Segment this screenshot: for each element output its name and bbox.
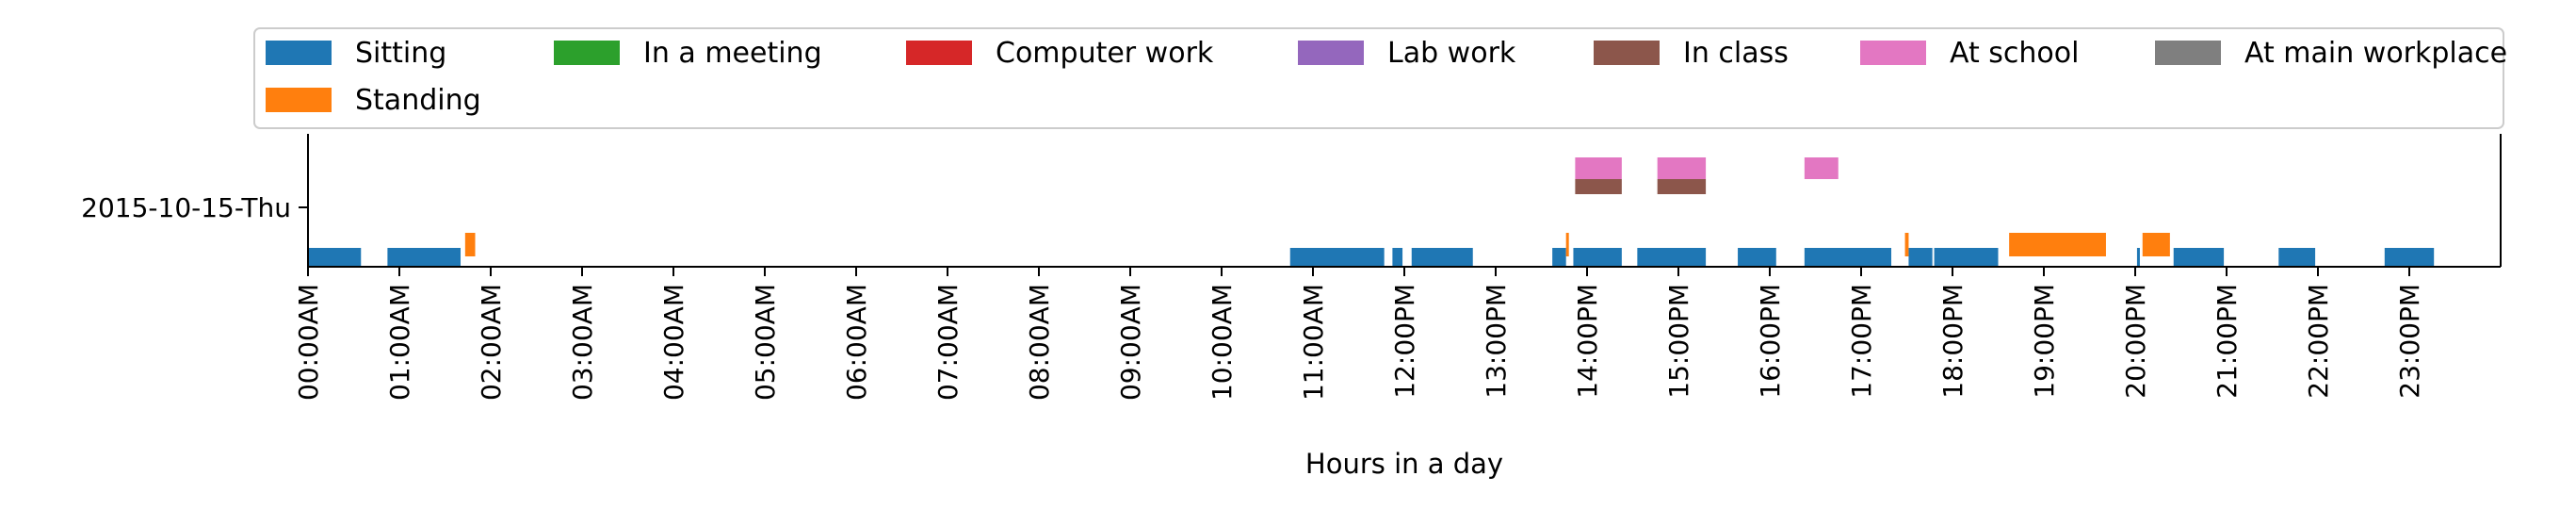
bar-at-school-2 — [1804, 157, 1839, 179]
x-tick-label: 20:00PM — [2120, 284, 2151, 399]
axes: 00:00AM 01:00AM 02:00AM 03:00AM 04:00AM 05:00… — [81, 134, 2502, 401]
x-tick-label: 03:00AM — [567, 284, 598, 401]
legend-swatch-computer-work — [906, 41, 972, 65]
legend-label-in-class: In class — [1683, 37, 1789, 70]
legend: Sitting In a meeting Computer work Lab work… — [253, 27, 2507, 129]
x-tick-label: 02:00AM — [476, 284, 507, 401]
x-tick-label: 09:00AM — [1115, 284, 1146, 401]
x-tick-label: 21:00PM — [2211, 284, 2243, 399]
x-tick-label: 04:00AM — [658, 284, 689, 401]
x-axis-label: Hours in a day — [1305, 448, 1503, 480]
y-tick-label: 2015-10-15-Thu — [81, 192, 291, 223]
x-tick-label: 12:00PM — [1389, 284, 1420, 399]
x-tick-label: 14:00PM — [1572, 284, 1603, 399]
bar-standing-0 — [464, 233, 476, 256]
x-tick-label: 01:00AM — [384, 284, 415, 401]
x-tick-label: 19:00PM — [2029, 284, 2060, 399]
bar-sitting-10 — [1908, 248, 1933, 267]
legend-box — [253, 27, 2504, 129]
legend-label-at-main-workplace: At main workplace — [2244, 37, 2507, 70]
legend-swatch-at-main-workplace — [2155, 41, 2221, 65]
legend-swatch-in-a-meeting — [554, 41, 620, 65]
legend-label-lab-work: Lab work — [1387, 37, 1516, 70]
x-tick-label: 23:00PM — [2394, 284, 2425, 399]
bar-standing-1 — [1565, 233, 1569, 256]
bar-at-school-0 — [1575, 157, 1622, 179]
x-tick-label: 05:00AM — [750, 284, 781, 401]
x-tick-label: 13:00PM — [1481, 284, 1512, 399]
x-tick-label: 17:00PM — [1846, 284, 1877, 399]
legend-swatch-lab-work — [1298, 41, 1364, 65]
x-tick-label: 18:00PM — [1937, 284, 1968, 399]
bar-standing-3 — [2009, 233, 2106, 256]
legend-swatch-standing — [266, 88, 332, 112]
legend-swatch-in-class — [1594, 41, 1660, 65]
bar-sitting-12 — [2136, 248, 2140, 267]
legend-label-sitting: Sitting — [355, 37, 446, 70]
bar-sitting-4 — [1411, 248, 1473, 267]
bar-sitting-11 — [1934, 248, 1999, 267]
bar-at-school-1 — [1657, 157, 1707, 179]
legend-label-in-a-meeting: In a meeting — [643, 37, 822, 70]
bar-sitting-5 — [1552, 248, 1566, 267]
bar-sitting-7 — [1637, 248, 1707, 267]
x-tick-label: 16:00PM — [1755, 284, 1786, 399]
bar-sitting-0 — [308, 248, 362, 267]
bar-sitting-9 — [1804, 248, 1892, 267]
legend-label-at-school: At school — [1950, 37, 2079, 70]
bar-sitting-1 — [387, 248, 461, 267]
bar-standing-2 — [1904, 233, 1909, 256]
bar-in-class-1 — [1657, 179, 1707, 194]
bar-standing-4 — [2142, 233, 2170, 256]
legend-swatch-sitting — [266, 41, 332, 65]
legend-swatch-at-school — [1860, 41, 1926, 65]
bar-sitting-3 — [1392, 248, 1403, 267]
legend-label-standing: Standing — [355, 84, 481, 117]
x-tick-label: 11:00AM — [1298, 284, 1329, 401]
bar-sitting-8 — [1738, 248, 1776, 267]
x-tick-label: 07:00AM — [932, 284, 964, 401]
x-tick-label: 15:00PM — [1663, 284, 1694, 399]
x-tick-label: 08:00AM — [1024, 284, 1055, 401]
x-tick-label: 10:00AM — [1207, 284, 1238, 401]
x-tick-label: 22:00PM — [2303, 284, 2334, 399]
x-tick-label: 06:00AM — [841, 284, 872, 401]
legend-label-computer-work: Computer work — [996, 37, 1214, 70]
bar-sitting-13 — [2173, 248, 2225, 267]
plot-area — [308, 157, 2435, 267]
bar-sitting-6 — [1573, 248, 1622, 267]
bar-sitting-14 — [2278, 248, 2316, 267]
bar-in-class-0 — [1575, 179, 1622, 194]
bar-sitting-15 — [2384, 248, 2435, 267]
x-tick-label: 00:00AM — [293, 284, 324, 401]
bar-sitting-2 — [1289, 248, 1385, 267]
